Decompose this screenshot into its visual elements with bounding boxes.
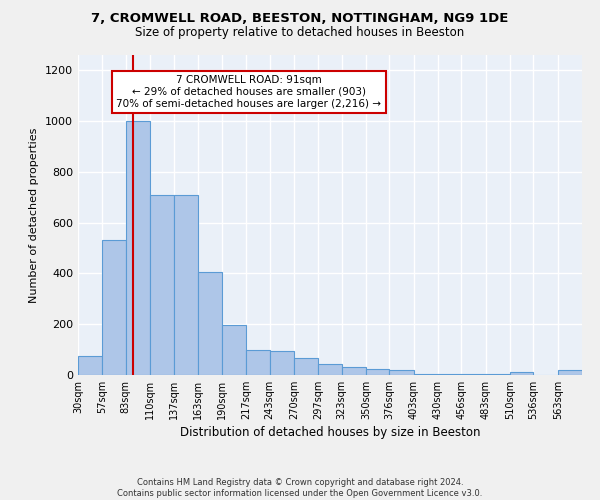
Bar — [294, 358, 319, 375]
Bar — [558, 370, 582, 375]
Bar — [342, 367, 366, 375]
Bar — [486, 374, 510, 375]
Bar — [319, 364, 342, 375]
Bar — [461, 374, 486, 375]
Bar — [270, 352, 294, 375]
Y-axis label: Number of detached properties: Number of detached properties — [29, 128, 40, 302]
Bar — [247, 350, 270, 375]
Bar — [389, 370, 414, 375]
Bar — [414, 374, 438, 375]
Bar — [175, 194, 198, 375]
Bar — [103, 240, 126, 375]
Bar — [150, 194, 175, 375]
Text: 7, CROMWELL ROAD, BEESTON, NOTTINGHAM, NG9 1DE: 7, CROMWELL ROAD, BEESTON, NOTTINGHAM, N… — [91, 12, 509, 26]
Bar — [78, 356, 102, 375]
Bar — [510, 372, 533, 375]
Bar — [222, 324, 247, 375]
Text: 7 CROMWELL ROAD: 91sqm
← 29% of detached houses are smaller (903)
70% of semi-de: 7 CROMWELL ROAD: 91sqm ← 29% of detached… — [116, 76, 382, 108]
Text: Contains HM Land Registry data © Crown copyright and database right 2024.
Contai: Contains HM Land Registry data © Crown c… — [118, 478, 482, 498]
Bar — [438, 374, 461, 375]
Bar — [366, 370, 389, 375]
Bar — [198, 272, 222, 375]
Bar — [126, 121, 150, 375]
Text: Size of property relative to detached houses in Beeston: Size of property relative to detached ho… — [136, 26, 464, 39]
X-axis label: Distribution of detached houses by size in Beeston: Distribution of detached houses by size … — [180, 426, 480, 439]
